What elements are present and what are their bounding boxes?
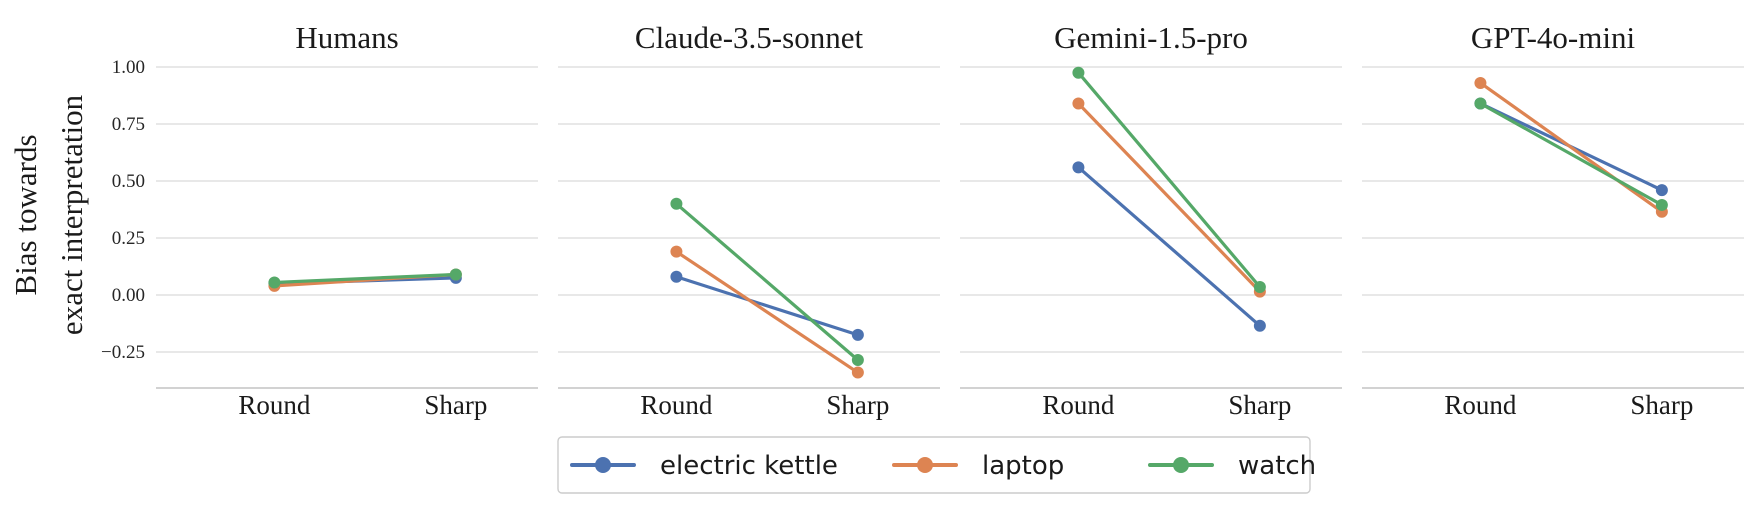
y-tick-label: 0.75 <box>112 114 145 135</box>
y-axis-label-line-1: Bias towards <box>8 134 43 295</box>
x-tick-label-round: Round <box>238 390 311 420</box>
data-point-watch <box>449 268 462 281</box>
data-point-laptop <box>670 245 683 258</box>
y-axis-label-line-2: exact interpretation <box>54 94 89 335</box>
panels: Humans Round Sharp Claude-3.5-sonnet Round Sh… <box>156 20 1744 420</box>
panel-title: Humans <box>295 20 398 55</box>
legend-swatch-marker <box>917 457 933 473</box>
x-tick-label-sharp: Sharp <box>1630 390 1693 420</box>
series-line-watch <box>1076 71 1262 289</box>
legend-label: watch <box>1238 451 1316 481</box>
panel-title: Claude-3.5-sonnet <box>635 20 864 55</box>
legend-label: laptop <box>982 451 1064 481</box>
legend-item-laptop: laptop <box>892 451 1064 481</box>
data-point-watch <box>851 353 864 366</box>
x-tick-label-sharp: Sharp <box>424 390 487 420</box>
series-line-watch <box>674 202 860 362</box>
x-tick-label-round: Round <box>1042 390 1115 420</box>
panel-gemini-1-5-pro: Gemini-1.5-pro Round Sharp <box>960 20 1342 420</box>
data-point-watch <box>268 276 281 289</box>
x-tick-label-round: Round <box>1444 390 1517 420</box>
legend: electric kettle laptop watch <box>557 436 1316 494</box>
legend-swatch-marker <box>595 457 611 473</box>
legend-item-watch: watch <box>1148 451 1316 481</box>
y-axis-label: Bias towards exact interpretation <box>8 94 89 335</box>
data-point-watch <box>1474 97 1487 110</box>
series-line-electric-kettle <box>1076 165 1262 328</box>
data-point-electric-kettle <box>851 328 864 341</box>
data-point-watch <box>670 197 683 210</box>
y-tick-label: 0.50 <box>112 171 145 192</box>
series-line-laptop <box>1076 101 1262 294</box>
panel-claude-3-5-sonnet: Claude-3.5-sonnet Round Sharp <box>558 20 940 420</box>
data-point-watch <box>1655 198 1668 211</box>
series-line-laptop <box>674 250 860 375</box>
series-line-watch <box>1478 101 1664 207</box>
panel-title: Gemini-1.5-pro <box>1054 20 1248 55</box>
data-point-electric-kettle <box>1253 319 1266 332</box>
x-tick-label-sharp: Sharp <box>826 390 889 420</box>
legend-item-electric-kettle: electric kettle <box>570 451 838 481</box>
data-point-laptop <box>1474 76 1487 89</box>
data-point-electric-kettle <box>1072 161 1085 174</box>
series-line-laptop <box>1478 81 1664 214</box>
y-axis-ticks: 1.00 0.75 0.50 0.25 0.00 −0.25 <box>101 57 145 363</box>
legend-swatch-marker <box>1173 457 1189 473</box>
series-line-watch <box>272 272 458 285</box>
panel-title: GPT-4o-mini <box>1471 20 1636 55</box>
data-point-watch <box>1253 281 1266 294</box>
y-tick-label: 1.00 <box>112 57 145 78</box>
x-tick-label-round: Round <box>640 390 713 420</box>
y-tick-label: 0.25 <box>112 228 145 249</box>
data-point-electric-kettle <box>1655 184 1668 197</box>
legend-label: electric kettle <box>660 451 838 481</box>
data-point-laptop <box>1072 97 1085 110</box>
x-tick-label-sharp: Sharp <box>1228 390 1291 420</box>
data-point-watch <box>1072 66 1085 79</box>
series-line-electric-kettle <box>674 275 860 337</box>
y-tick-label: 0.00 <box>112 285 145 306</box>
data-point-laptop <box>851 366 864 379</box>
data-point-electric-kettle <box>670 270 683 283</box>
y-tick-label: −0.25 <box>101 342 145 363</box>
panel-humans: Humans Round Sharp <box>156 20 538 420</box>
panel-gpt-4o-mini: GPT-4o-mini Round Sharp <box>1362 20 1744 420</box>
